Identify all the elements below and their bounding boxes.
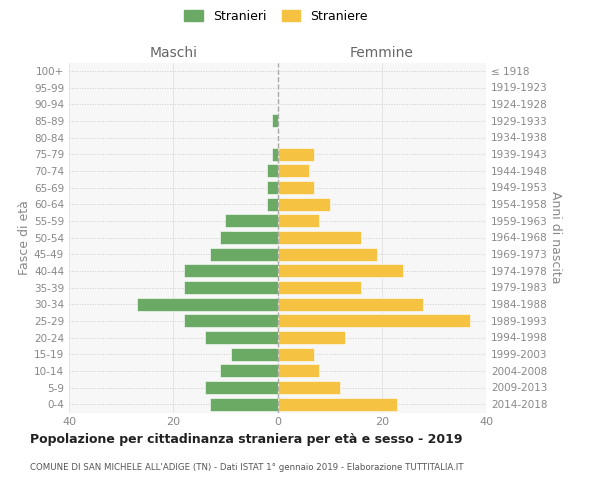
Bar <box>277 214 319 228</box>
Bar <box>226 214 277 228</box>
Legend: Stranieri, Straniere: Stranieri, Straniere <box>181 6 371 26</box>
Bar <box>210 398 277 410</box>
Bar <box>277 231 361 244</box>
Bar <box>210 248 277 260</box>
Bar <box>277 364 319 378</box>
Bar <box>277 181 314 194</box>
Bar <box>277 148 314 160</box>
Bar <box>277 248 377 260</box>
Y-axis label: Fasce di età: Fasce di età <box>18 200 31 275</box>
Bar <box>277 264 403 278</box>
Bar <box>277 298 424 310</box>
Bar <box>205 381 277 394</box>
Bar <box>220 231 277 244</box>
Text: Popolazione per cittadinanza straniera per età e sesso - 2019: Popolazione per cittadinanza straniera p… <box>30 432 463 446</box>
Bar <box>277 281 361 294</box>
Text: COMUNE DI SAN MICHELE ALL'ADIGE (TN) - Dati ISTAT 1° gennaio 2019 - Elaborazione: COMUNE DI SAN MICHELE ALL'ADIGE (TN) - D… <box>30 462 464 471</box>
Bar <box>184 314 277 328</box>
Bar <box>277 164 309 177</box>
Bar <box>277 331 345 344</box>
Bar <box>220 364 277 378</box>
Bar <box>184 281 277 294</box>
Bar <box>277 348 314 360</box>
Bar <box>184 264 277 278</box>
Bar <box>205 331 277 344</box>
Bar <box>277 381 340 394</box>
Bar <box>277 314 470 328</box>
Bar <box>272 114 277 128</box>
Bar <box>267 164 277 177</box>
Bar <box>230 348 277 360</box>
Bar <box>137 298 277 310</box>
Y-axis label: Anni di nascita: Anni di nascita <box>548 191 562 284</box>
Bar <box>277 398 397 410</box>
Bar <box>267 181 277 194</box>
Bar <box>277 198 329 210</box>
Text: Maschi: Maschi <box>149 46 197 60</box>
Bar <box>267 198 277 210</box>
Bar <box>272 148 277 160</box>
Text: Femmine: Femmine <box>350 46 413 60</box>
